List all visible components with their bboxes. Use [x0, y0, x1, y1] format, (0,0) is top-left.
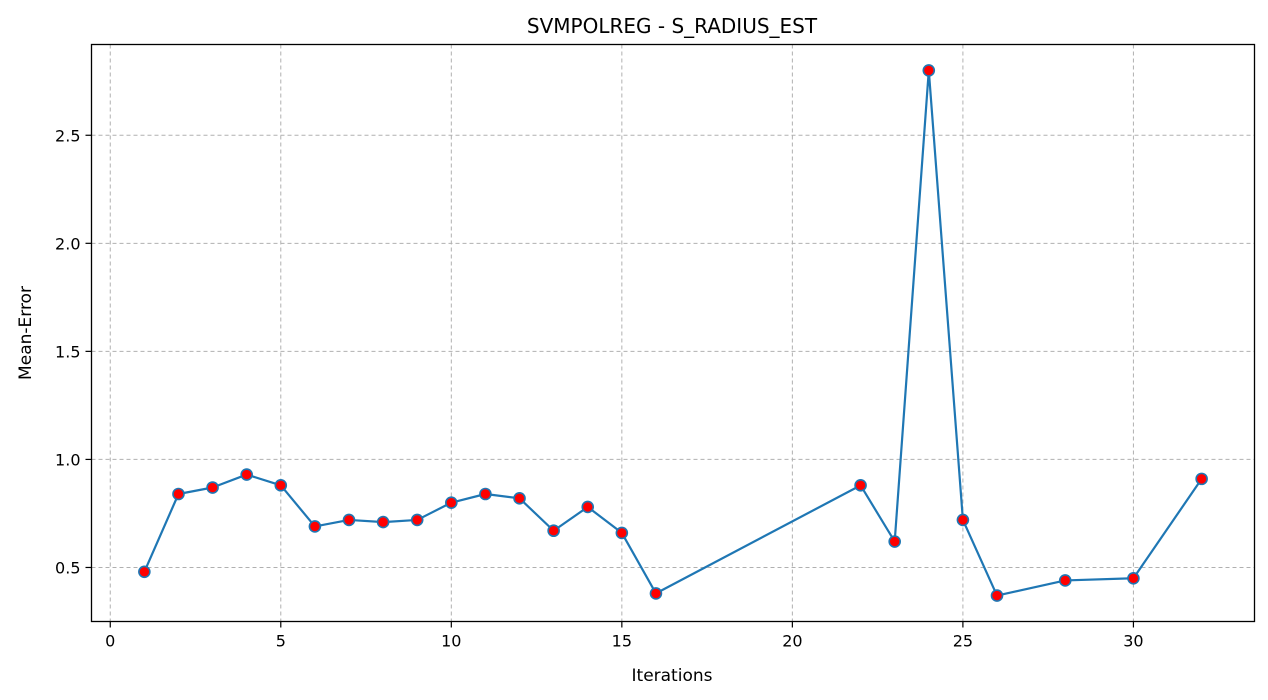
data-point	[376, 515, 390, 529]
data-point	[581, 500, 595, 514]
data-point	[240, 468, 253, 481]
y-tick-label: 0.5	[55, 558, 80, 577]
y-tick-label: 2.5	[55, 126, 80, 145]
data-point	[172, 487, 185, 501]
data-point	[922, 64, 936, 77]
x-tick-label: 10	[441, 632, 461, 651]
x-axis-ticks: 0 5 10 15 20 25 30	[105, 621, 1144, 651]
data-point	[206, 481, 219, 494]
x-tick-label: 25	[953, 632, 973, 651]
x-tick-label: 0	[105, 632, 115, 651]
data-point	[410, 513, 424, 527]
data-point	[445, 496, 458, 509]
data-point	[854, 479, 867, 492]
data-series	[138, 64, 1208, 602]
x-tick-label: 15	[612, 632, 632, 651]
y-axis-ticks: 0.5 1.0 1.5 2.0 2.5	[55, 126, 92, 577]
data-point	[615, 526, 629, 540]
grid	[91, 44, 1255, 622]
y-axis-label: Mean-Error	[16, 286, 36, 380]
chart-title: SVMPOLREG - S_RADIUS_EST	[527, 14, 818, 38]
data-point	[308, 520, 322, 533]
data-point	[1195, 472, 1208, 486]
data-point	[956, 513, 970, 527]
data-point	[513, 492, 526, 505]
data-point	[1058, 574, 1072, 587]
plot-frame	[90, 43, 1256, 623]
x-tick-label: 30	[1123, 632, 1143, 651]
data-point	[990, 589, 1004, 602]
data-point	[547, 524, 560, 538]
x-tick-label: 5	[276, 632, 286, 651]
data-point	[274, 479, 288, 492]
x-tick-label: 20	[782, 632, 802, 651]
data-point	[888, 535, 901, 548]
y-tick-label: 1.5	[55, 342, 80, 361]
y-tick-label: 2.0	[55, 234, 80, 253]
data-point	[342, 513, 356, 527]
data-point	[479, 487, 492, 501]
y-tick-label: 1.0	[55, 450, 80, 469]
x-axis-label: Iterations	[632, 666, 713, 686]
data-point	[1127, 571, 1140, 585]
data-point	[649, 587, 663, 600]
data-point	[138, 565, 151, 579]
